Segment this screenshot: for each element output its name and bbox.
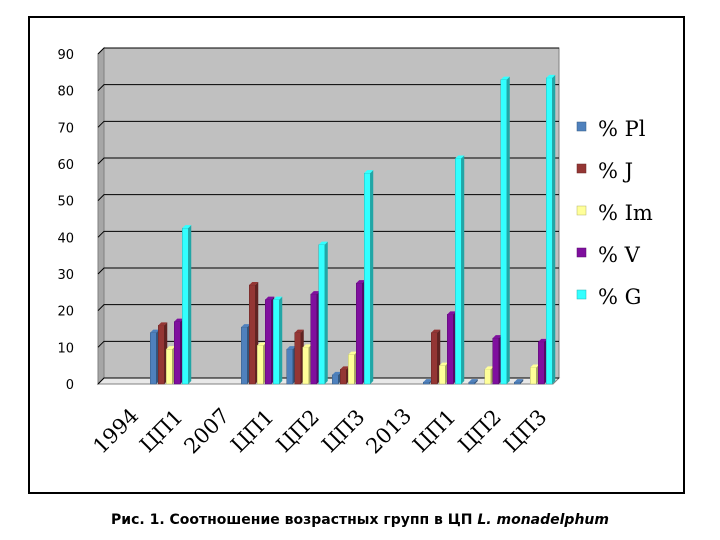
bar (514, 379, 524, 385)
x-tick-label: ЦП2 (454, 405, 506, 457)
bar (166, 346, 176, 385)
legend-swatch (576, 205, 587, 216)
gridline (97, 230, 559, 238)
bar (484, 366, 494, 385)
legend-label: % G (598, 285, 641, 309)
gridline (97, 304, 559, 312)
x-tick-label: 1994 (88, 404, 143, 459)
bar (530, 364, 540, 385)
bar (546, 74, 556, 385)
bar (492, 335, 502, 385)
x-tick-label: ЦП2 (272, 405, 324, 457)
bar (431, 329, 441, 385)
y-tick-label: 80 (57, 85, 74, 100)
gridline (97, 194, 559, 202)
gridline (97, 267, 559, 275)
bar (174, 318, 184, 385)
bar (182, 225, 192, 385)
bar (257, 342, 267, 385)
bar (241, 324, 251, 385)
bar (348, 351, 358, 385)
bar (158, 322, 168, 385)
legend-swatch (576, 163, 587, 174)
gridline (97, 340, 559, 348)
x-tick-label: ЦП3 (499, 405, 551, 457)
gridline (97, 47, 559, 55)
bar (150, 329, 160, 385)
legend-swatch (576, 289, 587, 300)
bar (356, 280, 366, 385)
gridline (97, 120, 559, 128)
y-tick-label: 0 (66, 378, 74, 393)
bar (364, 170, 374, 385)
gridline (97, 84, 559, 92)
bar (318, 241, 328, 385)
bar (439, 362, 449, 385)
x-tick-label: 2013 (361, 404, 416, 459)
y-tick-label: 90 (57, 48, 74, 63)
bar (447, 311, 457, 385)
y-tick-label: 40 (57, 231, 74, 246)
legend-label: % J (598, 159, 633, 183)
bar (294, 329, 304, 385)
y-tick-label: 50 (57, 195, 74, 210)
bar (286, 346, 296, 385)
legend-label: % V (598, 243, 641, 267)
x-tick-label: ЦП1 (135, 405, 187, 457)
y-tick-label: 10 (57, 341, 74, 356)
bar (310, 291, 320, 385)
x-tick-label: 2007 (179, 404, 234, 459)
legend-label: % Pl (598, 117, 646, 141)
x-tick-label: ЦП1 (226, 405, 278, 457)
y-tick-label: 30 (57, 268, 74, 283)
y-tick-label: 70 (57, 121, 74, 136)
figure-caption: Рис. 1. Соотношение возрастных групп в Ц… (0, 512, 720, 528)
y-tick-label: 60 (57, 158, 74, 173)
legend-label: % Im (598, 201, 653, 225)
plot-back-wall (103, 47, 560, 379)
bar (265, 296, 275, 385)
bar (538, 338, 548, 385)
legend-swatch (576, 121, 587, 132)
legend-swatch (576, 247, 587, 258)
caption-species: L. monadelphum (477, 512, 609, 528)
bar (455, 155, 465, 385)
bar (249, 282, 259, 385)
bar (302, 344, 312, 385)
x-tick-label: ЦП1 (408, 405, 460, 457)
caption-prefix: Рис. 1. Соотношение возрастных групп в Ц… (111, 512, 473, 528)
gridline (97, 157, 559, 165)
x-tick-label: ЦП3 (317, 405, 369, 457)
bar (332, 371, 342, 385)
bar (468, 379, 478, 385)
y-tick-label: 20 (57, 305, 74, 320)
gridline (97, 377, 559, 385)
plot-side-wall (97, 46, 105, 386)
bar (273, 296, 283, 385)
bar (500, 76, 510, 385)
bar (340, 366, 350, 385)
